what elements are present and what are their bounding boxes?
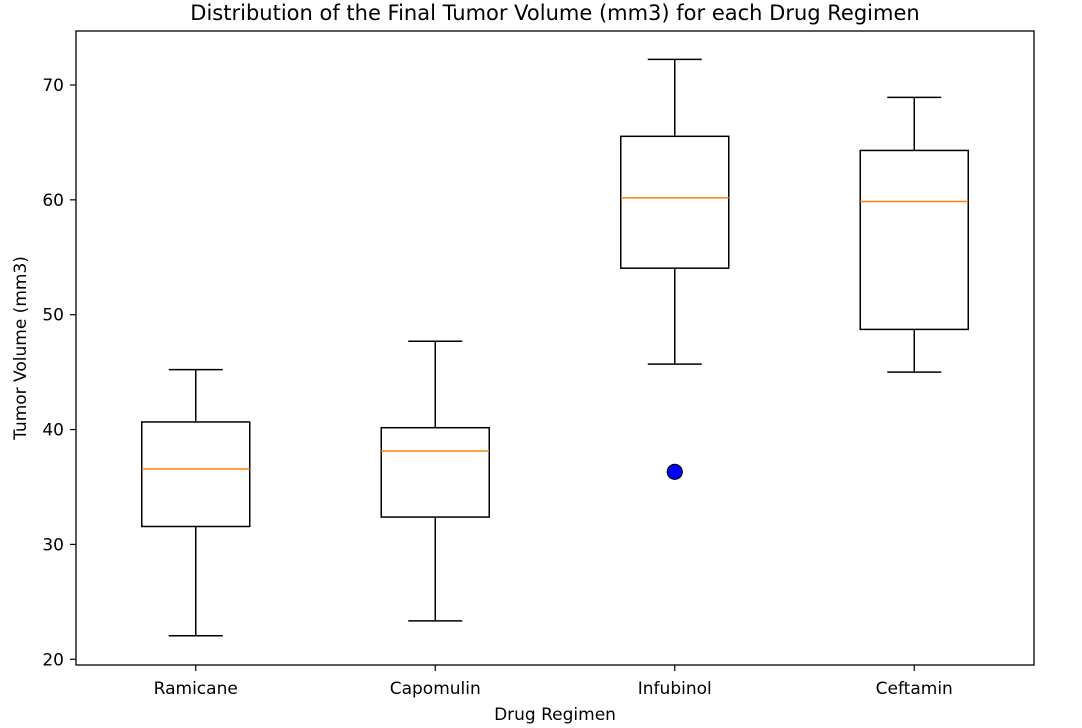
y-axis: 20 30 40 50 60 70 — [42, 76, 76, 670]
box-ceftamin — [859, 96, 969, 373]
outlier-point — [666, 463, 683, 480]
x-tick-label: Ramicane — [154, 679, 238, 699]
box-infubinol — [620, 58, 730, 480]
iqr-box — [859, 149, 969, 331]
y-tick-label: 20 — [42, 650, 64, 670]
x-axis: Ramicane Capomulin Infubinol Ceftamin — [154, 665, 953, 699]
chart-title: Distribution of the Final Tumor Volume (… — [190, 1, 919, 25]
x-tick-label: Capomulin — [390, 679, 481, 699]
y-tick-label: 30 — [42, 535, 64, 555]
x-axis-label: Drug Regimen — [494, 705, 616, 725]
y-tick-label: 40 — [42, 421, 64, 441]
x-tick-label: Infubinol — [638, 679, 712, 699]
boxes-group — [141, 58, 969, 637]
y-tick-label: 60 — [42, 191, 64, 211]
box-capomulin — [380, 340, 490, 622]
x-tick-label: Ceftamin — [876, 679, 953, 699]
box-ramicane — [141, 368, 251, 637]
y-tick-label: 70 — [42, 76, 64, 96]
iqr-box — [620, 135, 730, 269]
y-axis-label: Tumor Volume (mm3) — [11, 256, 31, 441]
plot-area — [75, 30, 1035, 666]
y-tick-label: 50 — [42, 306, 64, 326]
iqr-box — [380, 426, 490, 518]
iqr-box — [141, 421, 251, 528]
